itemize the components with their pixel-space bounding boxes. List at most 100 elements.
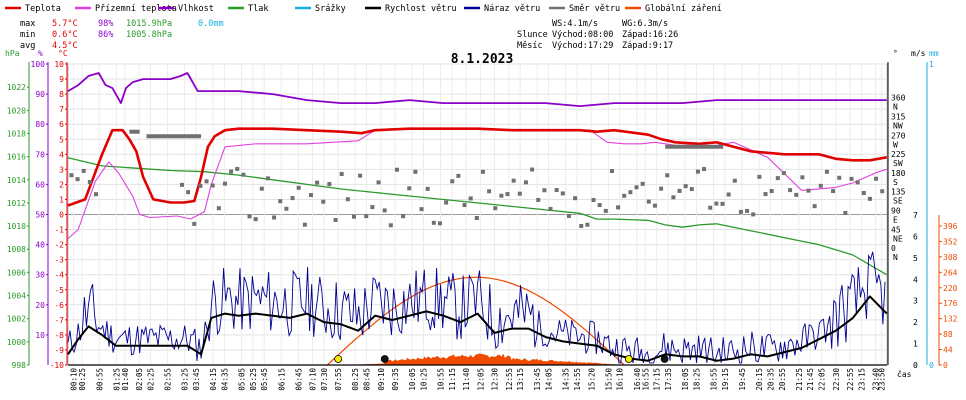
wind-direction-point bbox=[714, 201, 719, 206]
temperature-axis-tick-label: -1 bbox=[54, 226, 64, 235]
wind-direction-point bbox=[419, 207, 424, 212]
temperature-axis-tick-label: 4 bbox=[59, 150, 64, 159]
humidity-axis-tick-label: 80 bbox=[35, 120, 45, 129]
pressure-axis-tick-label: 1000 bbox=[7, 338, 26, 347]
legend-label: Teplota bbox=[25, 4, 61, 14]
pressure-axis-tick-label: 998 bbox=[12, 361, 27, 370]
wind-direction-point bbox=[81, 168, 86, 173]
series-wind-speed bbox=[67, 295, 888, 362]
wind-direction-point bbox=[573, 196, 578, 201]
wind-direction-point bbox=[579, 224, 584, 229]
wind-direction-point bbox=[818, 183, 823, 188]
x-tick-label: 17:15 bbox=[653, 368, 662, 391]
stats-block: max 5.7°C 98% 1015.9hPa 0.0mm min 0.6°C … bbox=[20, 19, 224, 51]
solar-tick-label: 44 bbox=[943, 346, 953, 355]
wind-direction-point bbox=[75, 177, 80, 182]
wind-direction-point bbox=[800, 175, 805, 180]
wind-direction-point bbox=[659, 186, 664, 191]
wind-direction-point bbox=[794, 192, 799, 197]
wind-direction-point bbox=[843, 211, 848, 216]
wind-direction-point bbox=[695, 169, 700, 174]
wind-direction-point bbox=[480, 169, 485, 174]
pressure-axis-tick-label: 1018 bbox=[7, 129, 26, 138]
wind-direction-point bbox=[351, 214, 356, 219]
wind-direction-point bbox=[861, 191, 866, 196]
direction-letter: SE bbox=[893, 197, 903, 206]
wind-direction-point bbox=[640, 181, 645, 186]
x-tick-label: 01:40 bbox=[121, 368, 130, 391]
sun-set: Západ:16:26 bbox=[622, 30, 678, 40]
wind-direction-point bbox=[229, 169, 234, 174]
x-tick-label: 22:55 bbox=[846, 368, 855, 391]
x-tick-label: 10:25 bbox=[419, 368, 428, 391]
wind-direction-point bbox=[456, 173, 461, 178]
wind-direction-point bbox=[671, 195, 676, 200]
x-tick-labels: 00:10 00:25 00:55 01:25 01:40 02:05 02:25 02:55… bbox=[70, 368, 887, 391]
x-tick-label: 14:05 bbox=[545, 368, 554, 391]
wind-direction-point bbox=[732, 178, 737, 183]
direction-tick-label: 270 bbox=[891, 131, 906, 140]
wind-direction-point bbox=[253, 217, 258, 222]
temperature-axis-tick-label: 6 bbox=[59, 120, 64, 129]
wind-direction-point bbox=[867, 196, 872, 201]
wind-direction-point bbox=[413, 169, 418, 174]
x-tick-label: 11:15 bbox=[448, 368, 457, 391]
sun-label: Slunce bbox=[517, 30, 548, 40]
pressure-axis-tick-label: 1006 bbox=[7, 268, 26, 277]
wind-direction-point bbox=[376, 180, 381, 185]
wind-direction-point bbox=[585, 222, 590, 227]
wind-tick-label: 5 bbox=[913, 254, 918, 263]
axis-label-time: čas bbox=[897, 369, 912, 379]
x-tick-label: 18:55 bbox=[710, 368, 719, 391]
x-tick-label: 09:35 bbox=[391, 368, 400, 391]
x-tick-label: 06:45 bbox=[294, 368, 303, 391]
wind-direction-point bbox=[284, 206, 289, 211]
legend-label: Globální záření bbox=[645, 4, 722, 14]
stat-max-rain: 0.0mm bbox=[198, 19, 224, 29]
stat-max-hum: 98% bbox=[98, 19, 113, 29]
wind-direction-point bbox=[751, 212, 756, 217]
wind-direction-point bbox=[634, 185, 639, 190]
wind-direction-point bbox=[241, 172, 246, 177]
x-tick-label: 08:45 bbox=[363, 368, 372, 391]
x-tick-label: 18:25 bbox=[692, 368, 701, 391]
x-tick-label: 09:10 bbox=[377, 368, 386, 391]
solar-tick-label: 264 bbox=[943, 268, 958, 277]
humidity-axis-tick-label: 90 bbox=[35, 90, 45, 99]
x-tick-label: 06:15 bbox=[277, 368, 286, 391]
direction-tick-label: 360 bbox=[891, 94, 906, 103]
direction-tick-label: 0 bbox=[891, 244, 896, 253]
stat-min-press: 1005.8hPa bbox=[126, 30, 172, 40]
legend-label: Vlhkost bbox=[178, 4, 214, 14]
wind-direction-point bbox=[382, 208, 387, 213]
x-tick-label: 22:30 bbox=[832, 368, 841, 391]
wind-direction-point bbox=[665, 173, 670, 178]
wind-direction-point bbox=[646, 199, 651, 204]
solar-tick-label: 176 bbox=[943, 299, 958, 308]
wind-tick-label: 3 bbox=[913, 297, 918, 306]
axis-label-wind: m/s bbox=[911, 49, 926, 58]
x-tick-label: 03:45 bbox=[192, 368, 201, 391]
wind-direction-point bbox=[769, 189, 774, 194]
temperature-axis-tick-label: 3 bbox=[59, 165, 64, 174]
solar-tick-label: 352 bbox=[943, 237, 958, 246]
wind-direction-point bbox=[265, 176, 270, 181]
wind-tick-label: 0 bbox=[913, 361, 918, 370]
wind-direction-point bbox=[702, 167, 707, 172]
x-tick-label: 14:55 bbox=[573, 368, 582, 391]
wind-direction-point bbox=[683, 184, 688, 189]
wind-direction-point bbox=[210, 183, 215, 188]
wind-direction-point bbox=[726, 192, 731, 197]
wind-direction-point bbox=[462, 203, 467, 208]
wind-direction-point bbox=[591, 197, 596, 202]
wind-direction-point bbox=[278, 199, 283, 204]
x-tick-label: 05:25 bbox=[249, 368, 258, 391]
wind-direction-point bbox=[738, 209, 743, 214]
temperature-axis-tick-label: -4 bbox=[54, 271, 64, 280]
series-ground-temperature bbox=[67, 128, 887, 240]
wind-direction-point bbox=[677, 188, 682, 193]
x-tick-label: 02:25 bbox=[146, 368, 155, 391]
humidity-axis-tick-label: 30 bbox=[35, 271, 45, 280]
wind-direction-point bbox=[401, 214, 406, 219]
x-tick-label: 11:40 bbox=[462, 368, 471, 391]
